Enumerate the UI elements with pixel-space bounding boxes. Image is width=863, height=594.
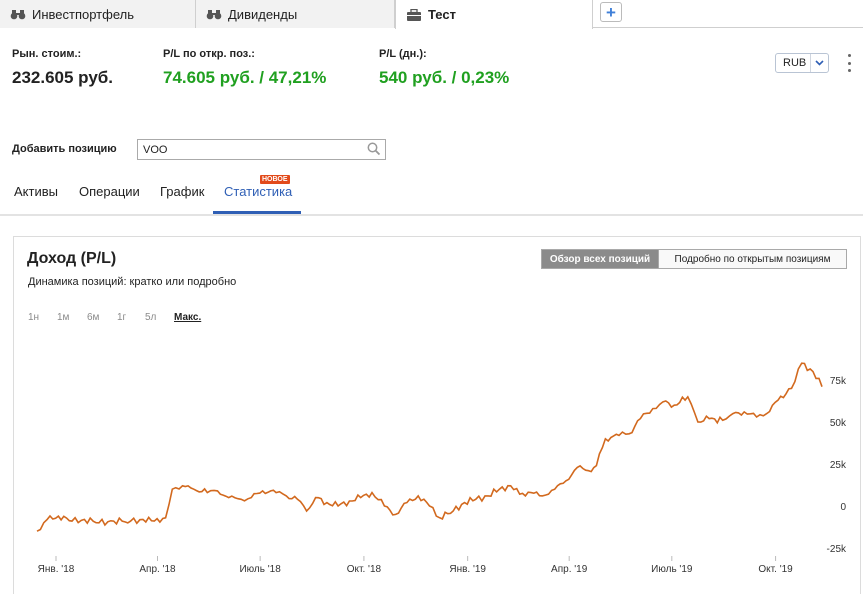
overview-all-positions-button[interactable]: Обзор всех позиций [541,249,659,269]
x-tick-label: Июль '19 [651,564,693,575]
open-positions-detail-button[interactable]: Подробно по открытым позициям [659,249,847,269]
x-tick-label: Апр. '18 [139,564,176,575]
y-tick-label: 75k [830,376,847,387]
x-tick-label: Окт. '19 [758,564,793,575]
tab-label: Инвестпортфель [32,6,134,22]
chart-panel-subtitle: Динамика позиций: кратко или подробно [28,276,237,288]
series-line [36,362,823,532]
currency-value: RUB [783,57,807,69]
binoculars-icon [206,8,222,20]
period-6m[interactable]: 6м [87,312,100,323]
x-tick-label: Янв. '18 [38,564,75,575]
chart-panel-title: Доход (P/L) [27,250,117,267]
tab-test[interactable]: Тест [395,0,593,29]
tab-dividends[interactable]: Дивиденды [196,0,395,28]
pl-open-stat: P/L по откр. поз.: 74.605 руб. / 47,21% [163,48,326,88]
portfolio-tab-bar: Инвестпортфель Дивиденды Тест + [0,0,863,29]
more-options-icon[interactable] [846,54,852,72]
pl-open-amount: 74.605 руб. / 47,21% [163,68,327,87]
pl-chart-panel [13,236,861,594]
period-1w[interactable]: 1н [28,312,40,323]
chevron-down-icon [810,54,828,72]
tab-statistics[interactable]: Статистика [224,184,293,199]
binoculars-icon [10,8,26,20]
period-max[interactable]: Макс. [174,312,202,323]
search-icon[interactable] [367,142,381,156]
x-tick-label: Апр. '19 [551,564,588,575]
pl-day-label: P/L (дн.): [379,48,427,60]
add-tab-button[interactable]: + [600,2,622,22]
tab-assets[interactable]: Активы [14,184,58,199]
pl-day-stat: P/L (дн.): 540 руб. / 0,23% [379,48,509,88]
period-1m[interactable]: 1м [57,312,70,323]
market-value-label: Рын. стоим.: [12,48,82,60]
x-tick-label: Июль '18 [239,564,281,575]
period-5y[interactable]: 5л [145,312,157,323]
currency-select[interactable]: RUB [775,53,829,73]
market-value-amount: 232.605 руб. [12,68,114,87]
tab-operations[interactable]: Операции [79,184,140,199]
tab-label: Дивиденды [228,6,298,22]
add-position-label: Добавить позицию [12,143,117,155]
y-tick-label: -25k [827,544,847,555]
x-tick-label: Янв. '19 [449,564,486,575]
briefcase-icon [406,8,422,21]
y-tick-label: 0 [840,502,846,513]
section-tabs: Активы Операции График Статистика [0,174,863,216]
tab-investportfel[interactable]: Инвестпортфель [0,0,196,28]
y-tick-label: 50k [830,418,847,429]
period-1y[interactable]: 1г [117,312,127,323]
tab-label: Тест [428,7,456,22]
new-badge: НОВОЕ [260,175,290,184]
x-tick-label: Окт. '18 [347,564,382,575]
pl-day-amount: 540 руб. / 0,23% [379,68,510,87]
market-value-stat: Рын. стоим.: 232.605 руб. [12,48,113,88]
add-position-input[interactable] [137,139,386,160]
active-tab-indicator [213,211,301,214]
y-tick-label: 25k [830,460,847,471]
tab-chart[interactable]: График [160,184,205,199]
pl-open-label: P/L по откр. поз.: [163,48,255,60]
